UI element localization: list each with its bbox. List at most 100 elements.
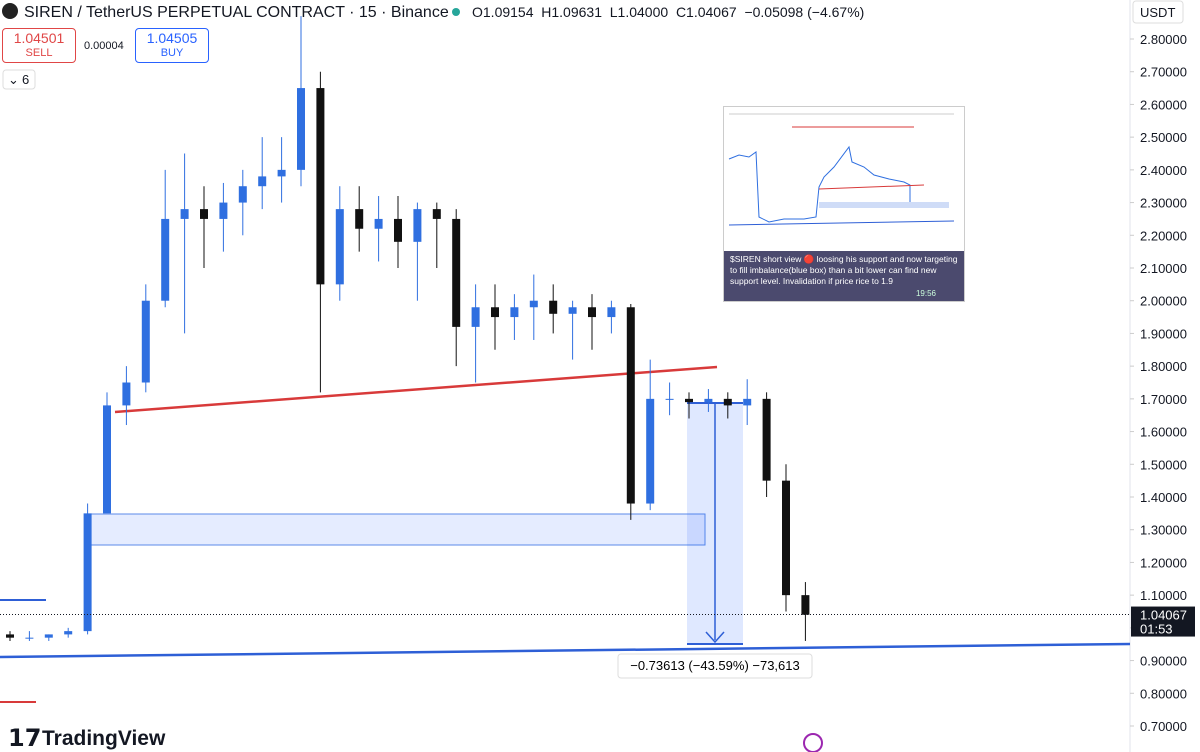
tweet-time: 19:56: [915, 289, 936, 298]
sell-label[interactable]: SELL: [25, 47, 53, 59]
inset-box: [819, 202, 949, 208]
ohlc: O1.09154 H1.09631 L1.04000 C1.04067 −0.0…: [472, 4, 864, 20]
y-tick-label: 2.70000: [1140, 65, 1187, 80]
currency-button[interactable]: [1132, 0, 1184, 24]
support-trendline: [114, 365, 718, 414]
candle-body: [801, 595, 810, 615]
candle-body: [529, 300, 538, 308]
candle-body: [704, 398, 713, 403]
measure-arrowhead: [705, 631, 725, 644]
symbol-icon: [2, 3, 18, 19]
inset-chart: [728, 113, 955, 226]
brand: TradingView: [42, 727, 166, 750]
y-tick-label: 1.70000: [1140, 392, 1187, 407]
candle-body: [685, 398, 693, 403]
inset-price: [728, 145, 911, 223]
candle-body: [510, 307, 519, 318]
flash-icon[interactable]: [803, 733, 823, 752]
candle-body: [471, 307, 480, 327]
y-tick-label: 0.80000: [1140, 686, 1187, 701]
y-tick-label: 1.50000: [1140, 457, 1187, 472]
candle-body: [355, 209, 364, 229]
candle-body: [782, 480, 790, 596]
candle-body: [743, 398, 752, 406]
candle-body: [44, 634, 53, 638]
y-tick-label: 2.20000: [1140, 228, 1187, 243]
candle-body: [219, 202, 228, 219]
candle-body: [200, 209, 208, 219]
y-tick-label: 1.80000: [1140, 359, 1187, 374]
buy-label[interactable]: BUY: [160, 47, 184, 59]
sell-price[interactable]: 1.04501: [13, 30, 65, 46]
target-line: [0, 642, 1131, 659]
y-tick-label: 2.50000: [1140, 130, 1187, 145]
status-dot: [452, 8, 460, 16]
candle-body: [413, 209, 422, 242]
candle-body: [83, 513, 92, 632]
candle-body: [374, 218, 383, 229]
candle-body: [180, 209, 189, 219]
candle-body: [64, 631, 73, 635]
candle-body: [297, 88, 305, 170]
indicator-toggle[interactable]: [2, 69, 36, 90]
candle-body: [626, 307, 635, 504]
y-tick-label: 0.70000: [1140, 719, 1187, 734]
candle-body: [549, 300, 558, 314]
candle-body: [122, 382, 131, 406]
candle-body: [258, 176, 267, 187]
candle-body: [316, 88, 325, 285]
candle-body: [6, 634, 14, 638]
candle-body: [607, 307, 616, 318]
candle-body: [588, 307, 596, 318]
indicator-toggle-icon[interactable]: ⌄: [8, 72, 19, 87]
sell-button[interactable]: 1.04501 SELL: [2, 28, 76, 63]
logo-mark: 𝟭𝟳: [8, 725, 41, 752]
y-tick-label: 0.90000: [1140, 654, 1187, 669]
y-tick-label: 2.00000: [1140, 294, 1187, 309]
inset-target: [728, 220, 955, 226]
candle-body: [238, 186, 247, 203]
candle-body: [432, 209, 441, 219]
candle-body: [394, 218, 402, 242]
y-tick-label: 1.30000: [1140, 523, 1187, 538]
candle-body: [646, 398, 655, 504]
candle-body: [103, 405, 111, 514]
y-tick-label: 1.10000: [1140, 588, 1187, 603]
measure-label-box: [617, 653, 813, 679]
tweet-screenshot: $SIREN short view 🔴 loosing his support …: [723, 106, 965, 302]
candle-body: [762, 398, 771, 481]
spread: 0.00004: [84, 40, 124, 52]
inset-trendline: [818, 184, 925, 190]
tweet-message: $SIREN short view 🔴 loosing his support …: [724, 251, 964, 301]
y-tick-label: 2.40000: [1140, 163, 1187, 178]
y-tick-label: 1.40000: [1140, 490, 1187, 505]
symbol-title: SIREN / TetherUS PERPETUAL CONTRACT · 15…: [24, 4, 449, 21]
currency[interactable]: USDT: [1140, 5, 1175, 20]
y-tick-label: 2.60000: [1140, 97, 1187, 112]
y-tick-label: 2.80000: [1140, 32, 1187, 47]
candle-body: [491, 307, 499, 318]
candle-body: [277, 169, 286, 177]
candle-body: [335, 209, 344, 285]
imbalance-box: [84, 513, 706, 546]
measure-label: −0.73613 (−43.59%) −73,613: [630, 658, 800, 673]
y-tick-label: 2.30000: [1140, 196, 1187, 211]
y-tick-label: 1.90000: [1140, 326, 1187, 341]
candle-body: [141, 300, 150, 383]
countdown: 01:53: [1140, 622, 1173, 637]
buy-price[interactable]: 1.04505: [146, 30, 198, 46]
candle-body: [568, 307, 577, 314]
candle-body: [452, 218, 461, 327]
candle-body: [161, 218, 170, 301]
candle-body: [665, 398, 674, 400]
candle-body: [723, 398, 732, 406]
tweet-text: $SIREN short view 🔴 loosing his support …: [730, 254, 958, 286]
y-tick-label: 2.10000: [1140, 261, 1187, 276]
last-price-tag: [1131, 606, 1195, 637]
indicator-count[interactable]: 6: [22, 72, 29, 87]
y-tick-label: 1.20000: [1140, 555, 1187, 570]
buy-button[interactable]: 1.04505 BUY: [135, 28, 209, 63]
candle-body: [25, 637, 34, 639]
